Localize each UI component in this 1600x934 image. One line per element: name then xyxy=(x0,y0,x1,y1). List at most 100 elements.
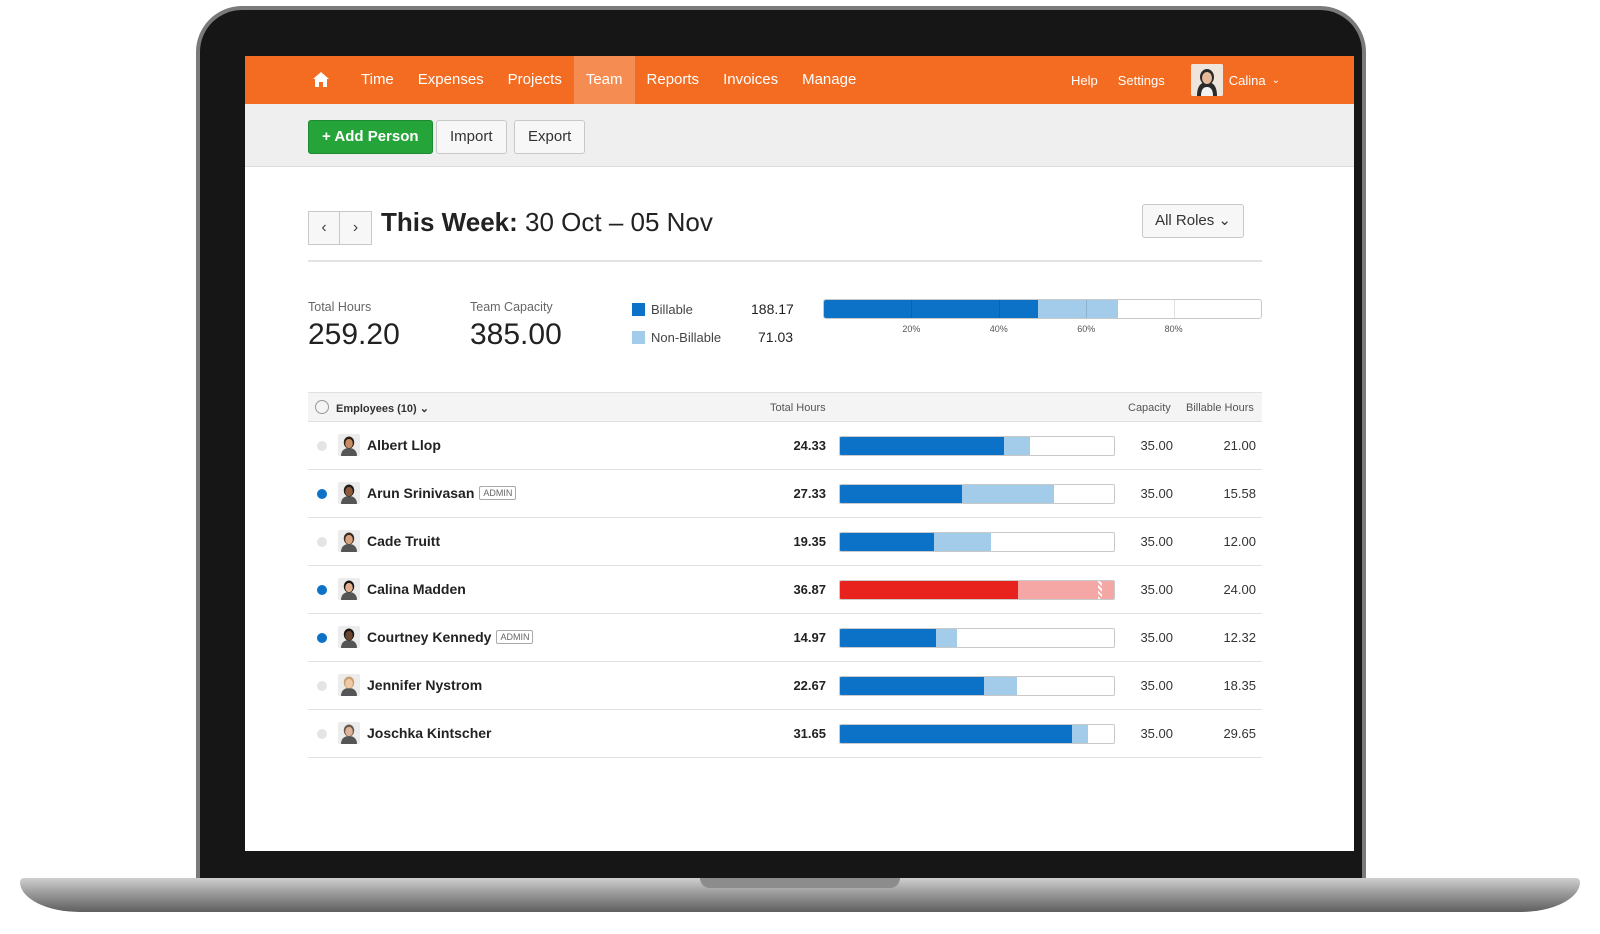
roles-filter-dropdown[interactable]: All Roles ⌄ xyxy=(1142,204,1244,238)
add-person-label: Add Person xyxy=(334,128,419,145)
app-screen: Time Expenses Projects Team Reports Invoices M… xyxy=(245,56,1354,851)
employee-name-link[interactable]: Courtney Kennedy ADMIN xyxy=(367,629,534,645)
table-row[interactable]: Joschka Kintscher 31.65 35.00 29.65 xyxy=(308,710,1262,758)
table-row[interactable]: Calina Madden 36.87 35.00 24.00 xyxy=(308,566,1262,614)
employee-capacity: 35.00 xyxy=(1140,486,1173,501)
employee-hours-bar xyxy=(839,580,1115,600)
employee-name-link[interactable]: Cade Truitt xyxy=(367,533,440,549)
bar-gridline xyxy=(998,300,1000,318)
status-dot xyxy=(317,441,327,451)
capacity-header[interactable]: Capacity xyxy=(1128,402,1171,414)
nonbillable-label: Non-Billable xyxy=(651,330,722,345)
bar-tick-label: 60% xyxy=(1077,324,1096,334)
employee-name: Joschka Kintscher xyxy=(367,725,492,741)
week-title: This Week: 30 Oct – 05 Nov xyxy=(381,207,713,238)
nav-item-team[interactable]: Team xyxy=(573,56,635,104)
team-hours-bar xyxy=(823,299,1262,319)
employee-capacity: 35.00 xyxy=(1140,726,1173,741)
home-icon[interactable] xyxy=(311,70,331,90)
export-button[interactable]: Export xyxy=(514,120,586,154)
employee-billable-hours: 18.35 xyxy=(1223,678,1256,693)
table-header: Employees (10) ⌄ Total Hours Capacity Bi… xyxy=(308,392,1262,422)
select-all-icon[interactable] xyxy=(315,400,329,414)
total-hours-header[interactable]: Total Hours xyxy=(770,402,826,414)
next-week-button[interactable]: › xyxy=(340,211,372,245)
employee-billable-hours: 12.00 xyxy=(1223,534,1256,549)
employee-name-link[interactable]: Joschka Kintscher xyxy=(367,725,492,741)
billable-bar-segment xyxy=(840,437,1005,455)
table-row[interactable]: Jennifer Nystrom 22.67 35.00 18.35 xyxy=(308,662,1262,710)
avatar xyxy=(338,578,360,600)
employee-hours-bar xyxy=(839,532,1115,552)
nav-item-expenses[interactable]: Expenses xyxy=(417,71,484,88)
nav-item-projects[interactable]: Projects xyxy=(507,71,562,88)
status-dot xyxy=(317,585,327,595)
billable-bar-segment xyxy=(824,300,1038,318)
employee-name-link[interactable]: Arun Srinivasan ADMIN xyxy=(367,485,517,501)
employees-filter[interactable]: Employees (10) ⌄ xyxy=(336,403,429,415)
avatar xyxy=(338,482,360,504)
nonbillable-bar-segment xyxy=(1018,581,1114,599)
plus-icon: + xyxy=(322,128,335,145)
employee-hours-bar xyxy=(839,484,1115,504)
toolbar: + Add Person Import Export xyxy=(245,104,1354,167)
employee-billable-hours: 29.65 xyxy=(1223,726,1256,741)
table-row[interactable]: Albert Llop 24.33 35.00 21.00 xyxy=(308,422,1262,470)
chevron-down-icon[interactable]: ⌄ xyxy=(1271,74,1280,86)
nav-item-manage[interactable]: Manage xyxy=(802,71,857,88)
employee-total-hours: 27.33 xyxy=(793,486,826,501)
import-button[interactable]: Import xyxy=(436,120,507,154)
billable-hours-header[interactable]: Billable Hours xyxy=(1186,402,1254,414)
employee-name-link[interactable]: Jennifer Nystrom xyxy=(367,677,482,693)
nav-item-reports[interactable]: Reports xyxy=(646,71,700,88)
week-range: 30 Oct – 05 Nov xyxy=(525,207,713,237)
nav-right: Help Settings Calina ⌄ xyxy=(1051,56,1280,104)
employee-capacity: 35.00 xyxy=(1140,582,1173,597)
week-navigation: ‹ › xyxy=(308,211,372,245)
help-link[interactable]: Help xyxy=(1071,72,1098,88)
add-person-button[interactable]: + Add Person xyxy=(308,120,433,154)
billable-bar-segment xyxy=(840,629,937,647)
nav-item-time[interactable]: Time xyxy=(361,71,394,88)
status-dot xyxy=(317,537,327,547)
bar-gridline xyxy=(1086,300,1088,318)
roles-filter-label: All Roles xyxy=(1155,212,1215,229)
previous-week-button[interactable]: ‹ xyxy=(308,211,340,245)
laptop-notch xyxy=(700,878,900,888)
avatar xyxy=(338,674,360,696)
table-row[interactable]: Arun Srinivasan ADMIN 27.33 35.00 15.58 xyxy=(308,470,1262,518)
chevron-down-icon: ⌄ xyxy=(1218,212,1231,229)
user-avatar[interactable] xyxy=(1190,64,1223,96)
employee-name: Albert Llop xyxy=(367,437,441,453)
employee-capacity: 35.00 xyxy=(1140,678,1173,693)
bar-tick-label: 80% xyxy=(1164,324,1183,334)
employee-capacity: 35.00 xyxy=(1140,630,1173,645)
employee-hours-bar xyxy=(839,724,1115,744)
over-capacity-marker xyxy=(1098,581,1103,599)
divider xyxy=(308,260,1262,262)
table-row[interactable]: Courtney Kennedy ADMIN 14.97 35.00 12.32 xyxy=(308,614,1262,662)
employee-name-link[interactable]: Calina Madden xyxy=(367,581,466,597)
total-hours-label: Total Hours xyxy=(308,300,372,314)
week-title-label: This Week: xyxy=(381,207,518,237)
employee-total-hours: 36.87 xyxy=(793,582,826,597)
nonbillable-bar-segment xyxy=(1072,725,1088,743)
employee-hours-bar xyxy=(839,628,1115,648)
employee-hours-bar xyxy=(839,676,1115,696)
employee-name: Courtney Kennedy xyxy=(367,629,492,645)
settings-link[interactable]: Settings xyxy=(1117,72,1165,88)
table-row[interactable]: Cade Truitt 19.35 35.00 12.00 xyxy=(308,518,1262,566)
employee-name-link[interactable]: Albert Llop xyxy=(367,437,441,453)
nav-item-invoices[interactable]: Invoices xyxy=(723,71,779,88)
nonbillable-value: 71.03 xyxy=(758,329,794,345)
legend-billable: Billable xyxy=(632,302,693,317)
nonbillable-swatch xyxy=(632,331,645,344)
bar-gridline xyxy=(1173,300,1175,318)
nonbillable-bar-segment xyxy=(1037,300,1119,318)
employee-total-hours: 31.65 xyxy=(793,726,826,741)
bar-gridline xyxy=(911,300,913,318)
employees-header: Employees (10) xyxy=(336,403,417,415)
billable-label: Billable xyxy=(651,302,693,317)
user-name[interactable]: Calina xyxy=(1228,72,1266,88)
billable-swatch xyxy=(632,303,645,316)
